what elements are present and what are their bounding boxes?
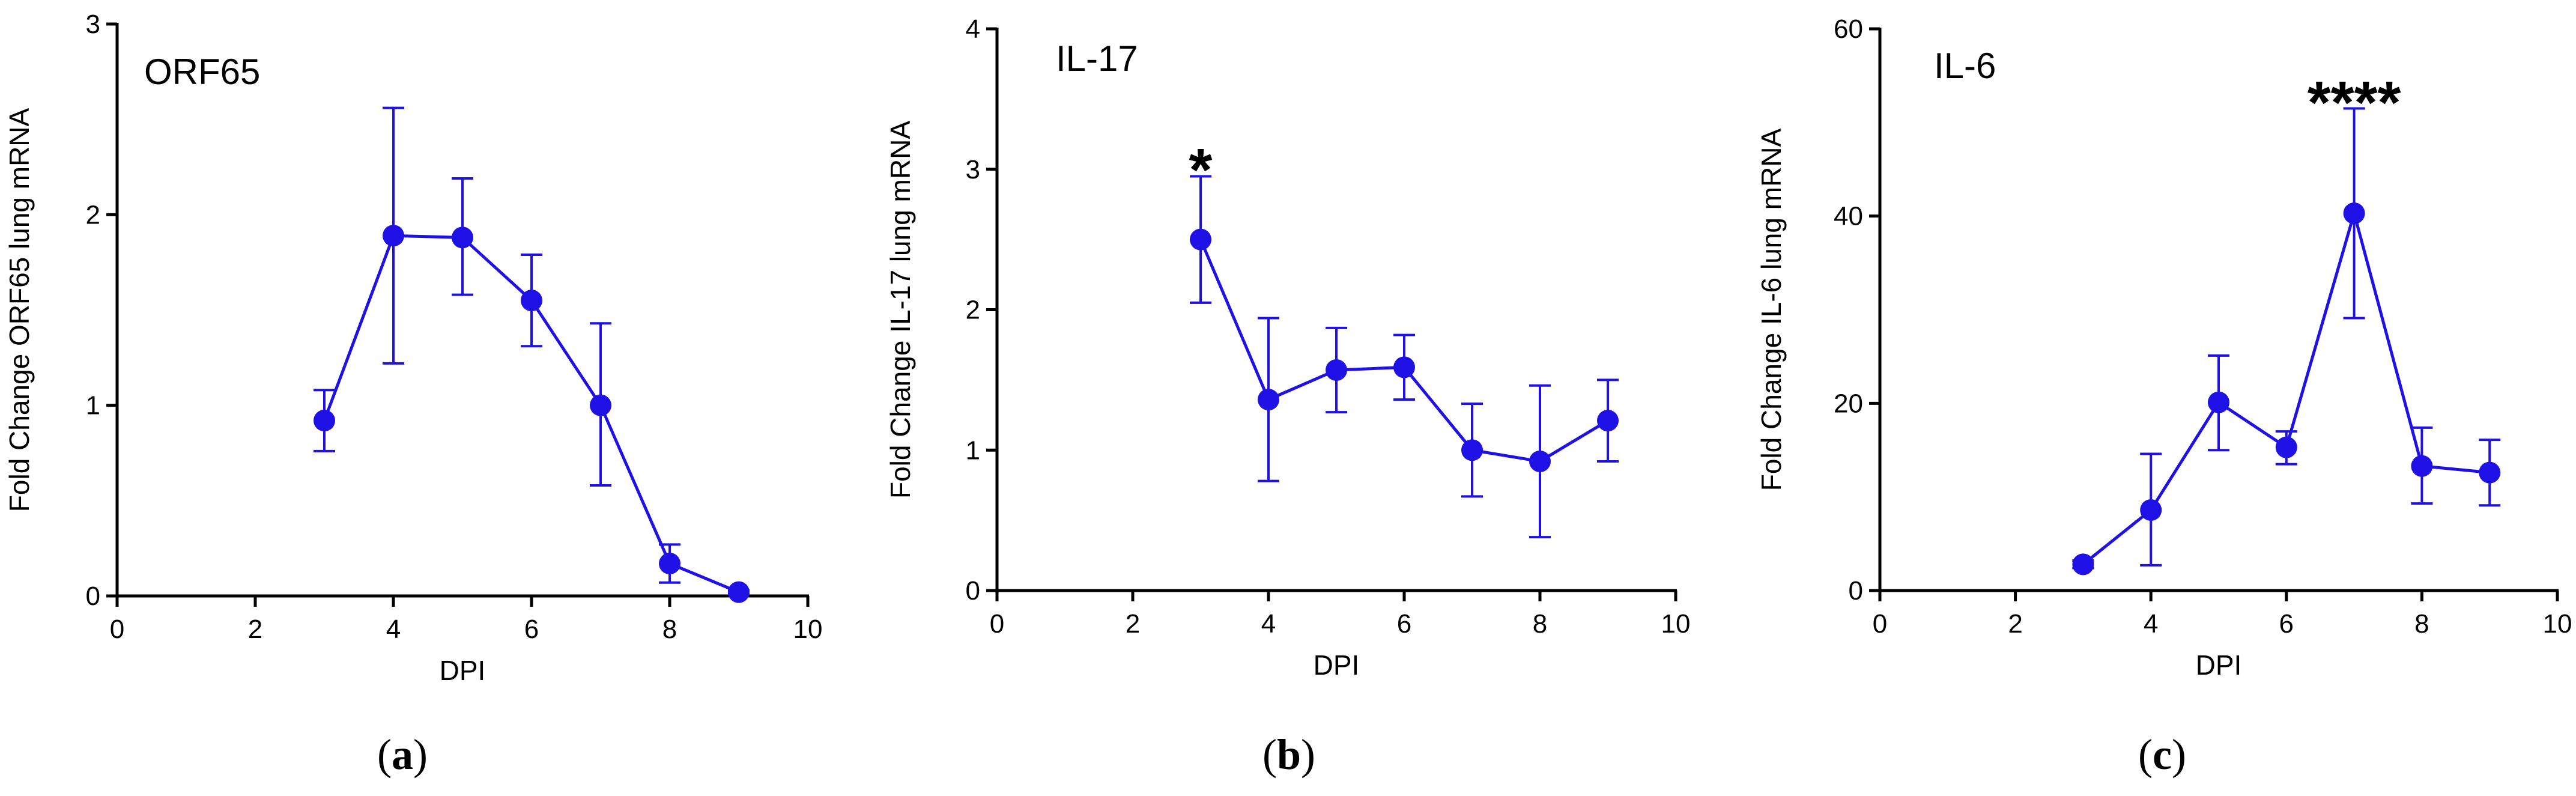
panel-label: (c) bbox=[2138, 731, 2186, 779]
x-tick-label: 10 bbox=[1661, 609, 1691, 639]
panel-title: IL-17 bbox=[1056, 38, 1138, 79]
y-tick-label: 0 bbox=[966, 576, 980, 606]
x-tick-label: 8 bbox=[662, 615, 677, 644]
y-tick-label: 3 bbox=[966, 155, 980, 184]
data-point bbox=[314, 410, 335, 432]
x-tick-label: 10 bbox=[2543, 609, 2572, 639]
y-tick-label: 40 bbox=[1834, 202, 1863, 231]
x-tick-label: 2 bbox=[1126, 609, 1140, 639]
data-point bbox=[521, 290, 542, 312]
chart-panel-b: 0 2 4 6 8 10 0 1 2 3 4 DPI Fold Change IL-17 lung mR… bbox=[885, 14, 1690, 779]
y-tick-label: 60 bbox=[1834, 14, 1863, 44]
data-point bbox=[452, 226, 473, 249]
data-point bbox=[659, 553, 680, 575]
y-tick-label: 3 bbox=[86, 10, 100, 39]
significance-marker: * bbox=[1189, 136, 1213, 204]
x-tick-label: 6 bbox=[524, 615, 539, 644]
panel-label: (a) bbox=[377, 731, 428, 779]
y-tick-label: 1 bbox=[86, 391, 100, 421]
data-point bbox=[1326, 359, 1347, 381]
data-point bbox=[2140, 499, 2162, 521]
data-point bbox=[2208, 391, 2229, 413]
chart-panel-a: 0 2 4 6 8 10 0 1 2 3 DPI Fold Change ORF65 lung mRN… bbox=[4, 10, 822, 779]
panel-label-letter: c bbox=[2153, 731, 2172, 779]
x-tick-label: 4 bbox=[386, 615, 401, 644]
data-point bbox=[383, 225, 404, 247]
data-point bbox=[1258, 389, 1279, 411]
data-point bbox=[2411, 455, 2433, 477]
data-point bbox=[2072, 553, 2094, 576]
x-tick-label: 10 bbox=[793, 615, 823, 644]
panel-label-letter: a bbox=[392, 731, 413, 779]
data-point bbox=[1529, 450, 1551, 472]
data-point bbox=[2343, 202, 2365, 224]
panel-title: IL-6 bbox=[1934, 46, 1996, 86]
x-tick-label: 0 bbox=[110, 615, 124, 644]
x-tick-label: 2 bbox=[2008, 609, 2022, 639]
x-tick-label: 6 bbox=[1397, 609, 1411, 639]
data-point bbox=[728, 581, 750, 603]
x-tick-label: 6 bbox=[2279, 609, 2294, 639]
data-point bbox=[1393, 356, 1415, 378]
y-tick-label: 2 bbox=[966, 296, 980, 325]
y-axis-title: Fold Change IL-17 lung mRNA bbox=[885, 121, 916, 499]
x-tick-label: 4 bbox=[1261, 609, 1276, 639]
x-axis-title: DPI bbox=[440, 655, 486, 686]
y-tick-label: 0 bbox=[86, 582, 100, 611]
y-tick-label: 20 bbox=[1834, 389, 1863, 418]
x-tick-label: 2 bbox=[248, 615, 262, 644]
y-tick-label: 0 bbox=[1849, 576, 1863, 606]
x-tick-label: 8 bbox=[2414, 609, 2429, 639]
y-tick-label: 2 bbox=[86, 200, 100, 229]
y-tick-label: 4 bbox=[966, 14, 980, 44]
y-tick-label: 1 bbox=[966, 436, 980, 465]
x-tick-label: 0 bbox=[990, 609, 1004, 639]
data-point bbox=[2479, 461, 2501, 484]
x-tick-label: 8 bbox=[1533, 609, 1547, 639]
chart-panel-c: 0 2 4 6 8 10 0 20 40 60 DPI Fold Change IL-6 lung m… bbox=[1756, 14, 2572, 779]
x-axis-title: DPI bbox=[2196, 649, 2242, 681]
x-tick-label: 4 bbox=[2144, 609, 2158, 639]
x-tick-label: 0 bbox=[1873, 609, 1887, 639]
panel-title: ORF65 bbox=[144, 52, 260, 92]
data-point bbox=[590, 394, 611, 416]
panel-label-letter: b bbox=[1277, 731, 1301, 779]
significance-marker: **** bbox=[2308, 69, 2401, 136]
data-point bbox=[1597, 410, 1619, 432]
y-axis-title: Fold Change IL-6 lung mRNA bbox=[1756, 128, 1787, 491]
x-axis-title: DPI bbox=[1314, 649, 1360, 681]
data-point bbox=[2275, 436, 2297, 458]
y-axis-title: Fold Change ORF65 lung mRNA bbox=[4, 108, 35, 512]
data-point bbox=[1190, 228, 1211, 251]
panel-label: (b) bbox=[1262, 731, 1315, 779]
data-point bbox=[1461, 439, 1483, 461]
